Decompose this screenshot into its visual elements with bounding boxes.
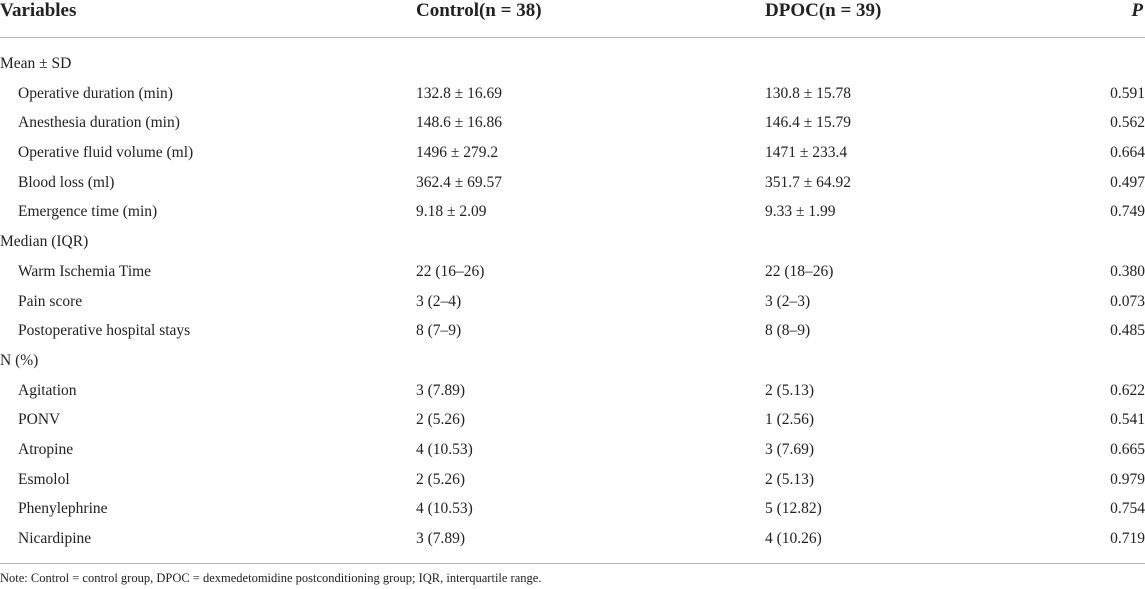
variable-label: Postoperative hospital stays [18, 322, 191, 340]
variable-label: Blood loss (ml) [18, 173, 115, 191]
variable-label: Phenylephrine [18, 500, 108, 518]
dpoc-value: 1471 ± 233.4 [765, 144, 848, 162]
control-value: 9.18 ± 2.09 [416, 203, 487, 221]
section-row: N (%) [0, 346, 1145, 376]
p-value: 0.485 [1110, 322, 1145, 340]
variable-label: Agitation [18, 381, 77, 399]
control-value: 22 (16–26) [416, 262, 485, 280]
variable-label: Esmolol [18, 470, 70, 488]
table-row: Pain score 3 (2–4) 3 (2–3) 0.073 [0, 287, 1145, 317]
variable-label: Anesthesia duration (min) [18, 114, 180, 132]
control-value: 132.8 ± 16.69 [416, 84, 503, 102]
dpoc-value: 2 (5.13) [765, 470, 815, 488]
variable-label: Pain score [18, 292, 83, 310]
header-variables: Variables [0, 0, 77, 21]
control-value: 2 (5.26) [416, 470, 466, 488]
table-row: Anesthesia duration (min) 148.6 ± 16.86 14… [0, 108, 1145, 138]
dpoc-value: 2 (5.13) [765, 381, 815, 399]
table-row: PONV 2 (5.26) 1 (2.56) 0.541 [0, 405, 1145, 435]
table-row: Agitation 3 (7.89) 2 (5.13) 0.622 [0, 376, 1145, 406]
control-value: 148.6 ± 16.86 [416, 114, 503, 132]
p-value: 0.541 [1110, 411, 1145, 429]
control-value: 4 (10.53) [416, 500, 473, 518]
table-body: Mean ± SD Operative duration (min) 132.8 ±… [0, 38, 1145, 554]
dpoc-value: 130.8 ± 15.78 [765, 84, 852, 102]
table-row: Atropine 4 (10.53) 3 (7.69) 0.665 [0, 435, 1145, 465]
header-p-value: P [1131, 0, 1143, 21]
p-value: 0.562 [1110, 114, 1145, 132]
p-value: 0.754 [1110, 500, 1145, 518]
control-value: 3 (7.89) [416, 530, 466, 547]
table-row: Emergence time (min) 9.18 ± 2.09 9.33 ± 1.… [0, 197, 1145, 227]
bottom-divider [0, 563, 1145, 564]
p-value: 0.664 [1110, 144, 1145, 162]
table-row: Nicardipine 3 (7.89) 4 (10.26) 0.719 [0, 524, 1145, 554]
p-value: 0.622 [1110, 381, 1145, 399]
variable-label: Emergence time (min) [18, 203, 158, 221]
dpoc-value: 5 (12.82) [765, 500, 822, 518]
section-label: Mean ± SD [0, 55, 72, 72]
section-row: Mean ± SD [0, 49, 1145, 79]
variable-label: Atropine [18, 440, 74, 458]
variable-label: PONV [18, 411, 61, 429]
header-control: Control(n = 38) [416, 0, 542, 21]
dpoc-value: 146.4 ± 15.79 [765, 114, 852, 132]
header-dpoc: DPOC(n = 39) [765, 0, 882, 21]
table-row: Phenylephrine 4 (10.53) 5 (12.82) 0.754 [0, 494, 1145, 524]
p-value: 0.380 [1110, 262, 1145, 280]
control-value: 3 (2–4) [416, 292, 462, 310]
dpoc-value: 3 (7.69) [765, 440, 815, 458]
p-value: 0.073 [1110, 292, 1145, 310]
dpoc-value: 22 (18–26) [765, 262, 834, 280]
table-row: Operative duration (min) 132.8 ± 16.69 130… [0, 79, 1145, 109]
table-row: Blood loss (ml) 362.4 ± 69.57 351.7 ± 64.9… [0, 168, 1145, 198]
variable-label: Warm Ischemia Time [18, 262, 152, 280]
dpoc-value: 351.7 ± 64.92 [765, 173, 852, 191]
table-row: Postoperative hospital stays 8 (7–9) 8 (8–… [0, 316, 1145, 346]
control-value: 1496 ± 279.2 [416, 144, 499, 162]
control-value: 362.4 ± 69.57 [416, 173, 503, 191]
table-row: Warm Ischemia Time 22 (16–26) 22 (18–26) 0.… [0, 257, 1145, 287]
control-value: 3 (7.89) [416, 381, 466, 399]
dpoc-value: 1 (2.56) [765, 411, 815, 429]
p-value: 0.749 [1110, 203, 1145, 221]
table-header-row: Variables Control(n = 38) DPOC(n = 39) P [0, 0, 1145, 38]
p-value: 0.719 [1110, 530, 1145, 547]
p-value: 0.665 [1110, 440, 1145, 458]
section-label: N (%) [0, 351, 39, 369]
variable-label: Operative duration (min) [18, 84, 173, 102]
table-row: Esmolol 2 (5.26) 2 (5.13) 0.979 [0, 465, 1145, 495]
p-value: 0.979 [1110, 470, 1145, 488]
section-label: Median (IQR) [0, 233, 89, 251]
data-table: Variables Control(n = 38) DPOC(n = 39) P… [0, 0, 1145, 554]
p-value: 0.497 [1110, 173, 1145, 191]
variable-label: Nicardipine [18, 530, 92, 547]
variable-label: Operative fluid volume (ml) [18, 144, 194, 162]
control-value: 4 (10.53) [416, 440, 473, 458]
dpoc-value: 3 (2–3) [765, 292, 811, 310]
p-value: 0.591 [1110, 84, 1145, 102]
control-value: 2 (5.26) [416, 411, 466, 429]
control-value: 8 (7–9) [416, 322, 462, 340]
dpoc-value: 8 (8–9) [765, 322, 811, 340]
table-footnote: Note: Control = control group, DPOC = de… [0, 571, 542, 585]
dpoc-value: 9.33 ± 1.99 [765, 203, 836, 221]
dpoc-value: 4 (10.26) [765, 530, 822, 547]
section-row: Median (IQR) [0, 227, 1145, 257]
table-row: Operative fluid volume (ml) 1496 ± 279.2 1… [0, 138, 1145, 168]
